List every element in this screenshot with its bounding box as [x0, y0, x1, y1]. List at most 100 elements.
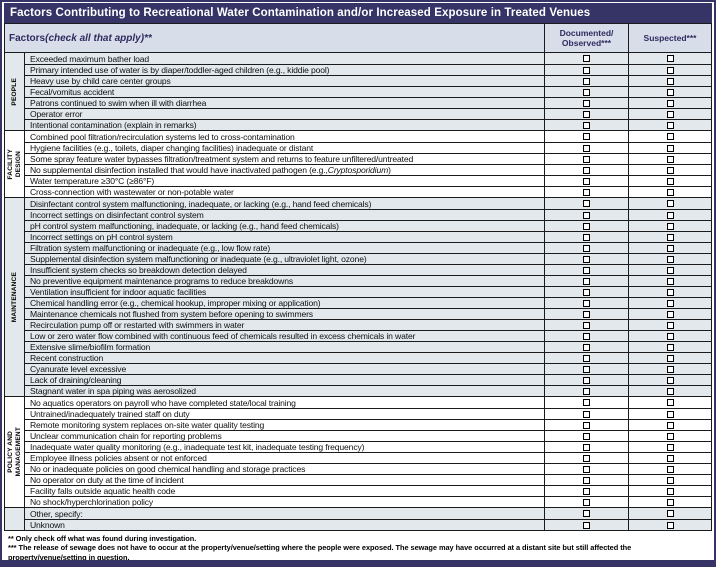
documented-observed-checkbox[interactable] [583, 465, 590, 473]
documented-observed-cell [544, 320, 628, 330]
documented-observed-checkbox[interactable] [583, 376, 590, 384]
suspected-checkbox[interactable] [666, 277, 674, 285]
suspected-checkbox[interactable] [666, 133, 674, 140]
suspected-checkbox[interactable] [666, 321, 674, 329]
suspected-checkbox[interactable] [666, 332, 674, 340]
documented-observed-checkbox[interactable] [583, 521, 590, 529]
suspected-checkbox[interactable] [666, 244, 674, 252]
documented-observed-checkbox[interactable] [583, 354, 590, 362]
suspected-checkbox[interactable] [666, 376, 674, 384]
suspected-checkbox[interactable] [666, 443, 674, 451]
documented-observed-checkbox[interactable] [583, 255, 590, 263]
documented-observed-checkbox[interactable] [583, 144, 590, 152]
documented-observed-checkbox[interactable] [583, 110, 590, 118]
factor-label: Primary intended use of water is by diap… [30, 65, 330, 75]
documented-observed-checkbox[interactable] [583, 510, 590, 517]
suspected-checkbox[interactable] [666, 465, 674, 473]
documented-observed-checkbox[interactable] [583, 399, 590, 406]
documented-observed-checkbox[interactable] [583, 432, 590, 440]
documented-observed-checkbox[interactable] [583, 266, 590, 274]
section-policy-and-management: POLICY AND MANAGEMENT No aquatics operator… [5, 396, 711, 507]
suspected-checkbox[interactable] [666, 121, 674, 129]
suspected-checkbox[interactable] [666, 66, 674, 74]
suspected-checkbox[interactable] [666, 233, 674, 241]
suspected-cell [628, 187, 711, 197]
suspected-checkbox[interactable] [666, 299, 674, 307]
documented-observed-checkbox[interactable] [583, 476, 590, 484]
factor-label: Disinfectant control system malfunctioni… [30, 198, 372, 209]
documented-observed-checkbox[interactable] [583, 288, 590, 296]
suspected-checkbox[interactable] [666, 510, 674, 517]
suspected-checkbox[interactable] [666, 222, 674, 230]
suspected-checkbox[interactable] [666, 188, 674, 196]
suspected-checkbox[interactable] [666, 166, 674, 174]
suspected-cell [628, 243, 711, 253]
suspected-checkbox[interactable] [666, 99, 674, 107]
documented-observed-checkbox[interactable] [583, 332, 590, 340]
suspected-checkbox[interactable] [666, 476, 674, 484]
suspected-checkbox[interactable] [666, 110, 674, 118]
documented-observed-checkbox[interactable] [583, 487, 590, 495]
suspected-checkbox[interactable] [666, 77, 674, 85]
factor-row: Some spray feature water bypasses filtra… [25, 153, 711, 164]
suspected-checkbox[interactable] [666, 343, 674, 351]
factor-row: Exceeded maximum bather load [25, 53, 711, 64]
documented-observed-checkbox[interactable] [583, 155, 590, 163]
suspected-checkbox[interactable] [666, 55, 674, 62]
documented-observed-checkbox[interactable] [583, 443, 590, 451]
documented-observed-cell [544, 232, 628, 242]
suspected-checkbox[interactable] [666, 177, 674, 185]
documented-observed-checkbox[interactable] [583, 222, 590, 230]
documented-observed-checkbox[interactable] [583, 365, 590, 373]
suspected-checkbox[interactable] [666, 354, 674, 362]
suspected-checkbox[interactable] [666, 410, 674, 418]
documented-observed-checkbox[interactable] [583, 121, 590, 129]
documented-observed-checkbox[interactable] [583, 188, 590, 196]
documented-observed-checkbox[interactable] [583, 498, 590, 506]
suspected-checkbox[interactable] [666, 266, 674, 274]
suspected-checkbox[interactable] [666, 310, 674, 318]
suspected-checkbox[interactable] [666, 421, 674, 429]
suspected-checkbox[interactable] [666, 387, 674, 395]
suspected-checkbox[interactable] [666, 432, 674, 440]
factor-label: Hygiene facilities (e.g., toilets, diape… [30, 143, 314, 153]
documented-observed-checkbox[interactable] [583, 133, 590, 140]
suspected-checkbox[interactable] [666, 521, 674, 529]
documented-observed-checkbox[interactable] [583, 244, 590, 252]
suspected-checkbox[interactable] [666, 255, 674, 263]
documented-observed-checkbox[interactable] [583, 310, 590, 318]
factor-row: Employee illness policies absent or not … [25, 452, 711, 463]
suspected-checkbox[interactable] [666, 365, 674, 373]
documented-observed-checkbox[interactable] [583, 66, 590, 74]
suspected-checkbox[interactable] [666, 211, 674, 219]
documented-observed-checkbox[interactable] [583, 55, 590, 62]
documented-observed-checkbox[interactable] [583, 410, 590, 418]
documented-observed-checkbox[interactable] [583, 166, 590, 174]
suspected-checkbox[interactable] [666, 288, 674, 296]
suspected-checkbox[interactable] [666, 88, 674, 96]
suspected-checkbox[interactable] [666, 454, 674, 462]
documented-observed-checkbox[interactable] [583, 211, 590, 219]
factor-row: Hygiene facilities (e.g., toilets, diape… [25, 142, 711, 153]
suspected-checkbox[interactable] [666, 155, 674, 163]
documented-observed-checkbox[interactable] [583, 233, 590, 241]
suspected-checkbox[interactable] [666, 487, 674, 495]
suspected-checkbox[interactable] [666, 498, 674, 506]
suspected-checkbox[interactable] [666, 144, 674, 152]
factor-label: Heavy use by child care center groups [30, 76, 171, 86]
documented-observed-checkbox[interactable] [583, 454, 590, 462]
suspected-checkbox[interactable] [666, 399, 674, 406]
documented-observed-checkbox[interactable] [583, 387, 590, 395]
documented-observed-checkbox[interactable] [583, 421, 590, 429]
documented-observed-checkbox[interactable] [583, 88, 590, 96]
documented-observed-checkbox[interactable] [583, 277, 590, 285]
documented-observed-checkbox[interactable] [583, 177, 590, 185]
documented-observed-checkbox[interactable] [583, 343, 590, 351]
documented-observed-checkbox[interactable] [583, 321, 590, 329]
documented-observed-checkbox[interactable] [583, 77, 590, 85]
documented-observed-checkbox[interactable] [583, 99, 590, 107]
documented-observed-cell [544, 221, 628, 231]
suspected-checkbox[interactable] [666, 200, 674, 207]
documented-observed-checkbox[interactable] [583, 299, 590, 307]
documented-observed-checkbox[interactable] [583, 200, 590, 207]
